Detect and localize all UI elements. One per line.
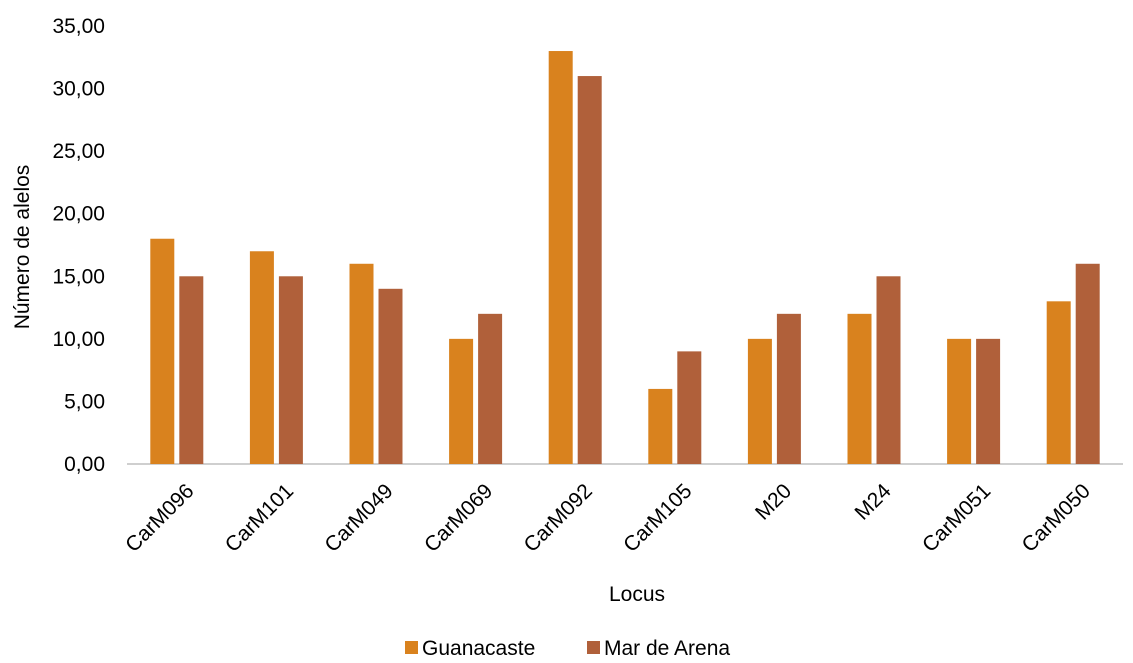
- x-tick-label: CarM050: [1018, 479, 1095, 556]
- bar-guanacaste: [847, 313, 872, 464]
- y-tick-label: 35,00: [52, 15, 105, 38]
- legend: Guanacaste Mar de Arena: [405, 637, 730, 660]
- legend-label: Mar de Arena: [604, 637, 730, 660]
- x-tick-label: CarM092: [520, 479, 597, 556]
- bar-guanacaste: [150, 238, 175, 464]
- x-axis-ticks: CarM096 CarM101 CarM049 CarM069 CarM092 CarM1…: [121, 479, 1095, 557]
- x-tick-label: CarM105: [619, 479, 696, 556]
- y-tick-label: 30,00: [52, 78, 105, 101]
- x-tick-label: M20: [751, 479, 796, 524]
- bar-mar-de-arena: [577, 76, 602, 465]
- x-tick-label: CarM049: [320, 479, 397, 556]
- y-axis-ticks: 0,00 5,00 10,00 15,00 20,00 25,00 30,00 35,00: [52, 15, 105, 476]
- x-tick-label: CarM101: [221, 479, 298, 556]
- y-tick-label: 15,00: [52, 265, 105, 288]
- x-tick-label: CarM051: [918, 479, 995, 556]
- bar-mar-de-arena: [976, 338, 1001, 464]
- bar-mar-de-arena: [179, 276, 204, 464]
- legend-label: Guanacaste: [422, 637, 535, 660]
- bar-mar-de-arena: [478, 313, 503, 464]
- bar-mar-de-arena: [278, 276, 303, 464]
- y-tick-label: 0,00: [64, 453, 105, 476]
- bar-guanacaste: [349, 263, 374, 464]
- x-tick-label: M24: [851, 479, 896, 524]
- legend-swatch-mar-de-arena: [587, 641, 600, 654]
- x-axis-title: Locus: [609, 583, 665, 606]
- bar-guanacaste: [449, 338, 474, 464]
- bars-group: [150, 51, 1100, 465]
- y-tick-label: 25,00: [52, 140, 105, 163]
- y-tick-label: 5,00: [64, 390, 105, 413]
- bar-guanacaste: [648, 388, 673, 464]
- bar-mar-de-arena: [776, 313, 801, 464]
- bar-guanacaste: [747, 338, 772, 464]
- bar-mar-de-arena: [677, 351, 702, 464]
- y-tick-label: 20,00: [52, 203, 105, 226]
- y-axis-title: Número de alelos: [11, 165, 34, 330]
- bar-guanacaste: [947, 338, 972, 464]
- bar-guanacaste: [548, 51, 573, 465]
- bar-mar-de-arena: [876, 276, 901, 464]
- y-tick-label: 10,00: [52, 328, 105, 351]
- legend-swatch-guanacaste: [405, 641, 418, 654]
- x-tick-label: CarM069: [420, 479, 497, 556]
- bar-guanacaste: [1046, 301, 1071, 464]
- bar-mar-de-arena: [378, 288, 403, 464]
- x-tick-label: CarM096: [121, 479, 198, 556]
- bar-mar-de-arena: [1075, 263, 1100, 464]
- bar-guanacaste: [249, 251, 274, 464]
